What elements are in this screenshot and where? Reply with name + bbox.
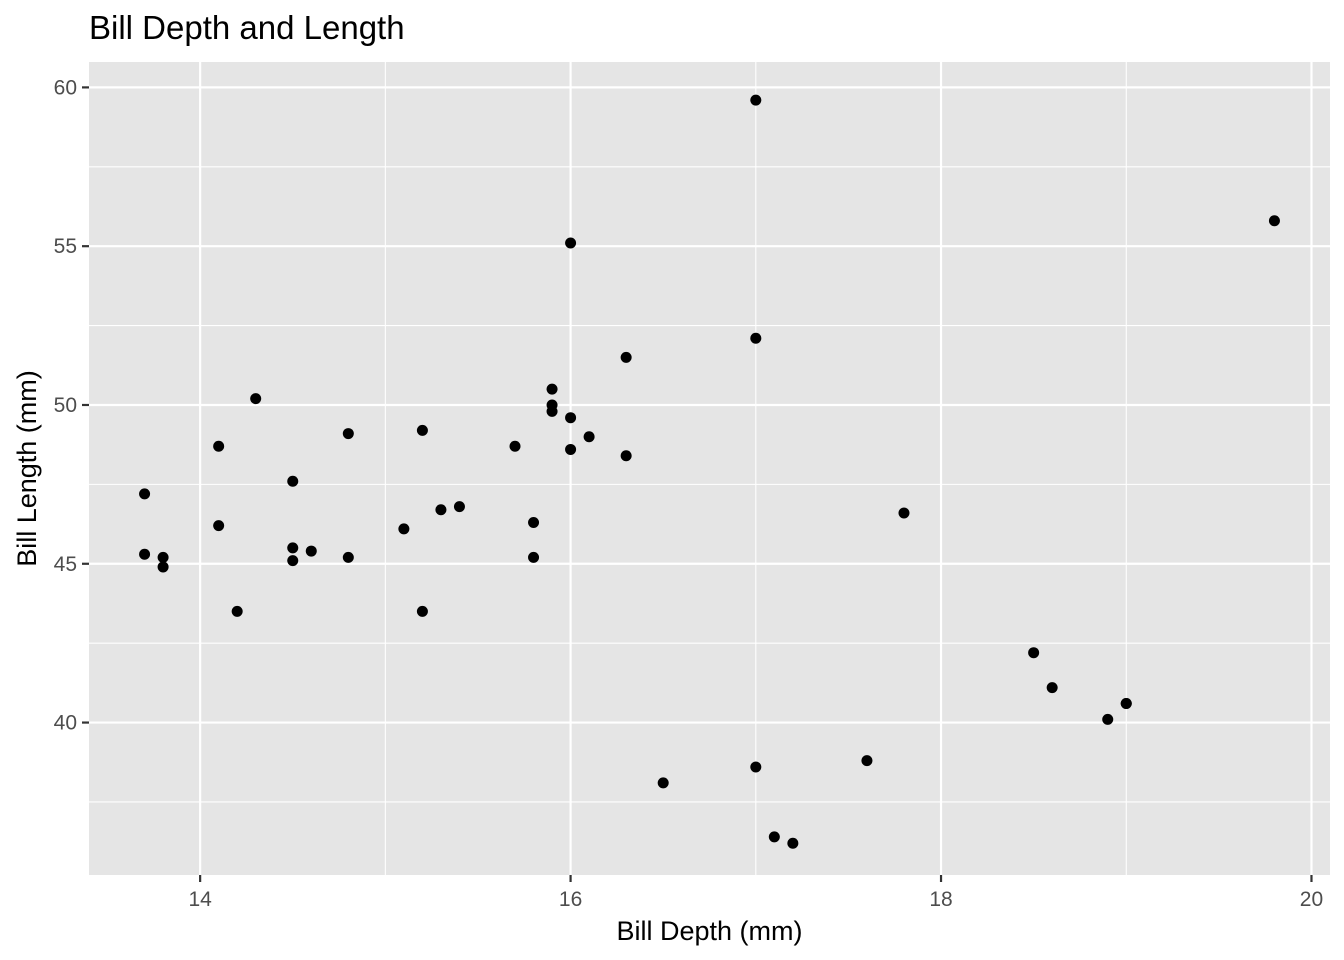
data-point [528, 551, 540, 563]
data-point [620, 450, 632, 462]
data-point [546, 405, 558, 417]
data-point [750, 761, 762, 773]
x-axis-ticks: 14 16 18 20 [188, 875, 1323, 911]
data-point [657, 777, 669, 789]
x-tick-label: 18 [929, 888, 952, 911]
data-point [157, 561, 169, 573]
data-point [1268, 215, 1280, 227]
y-tick-label: 55 [54, 235, 77, 258]
data-point [768, 831, 780, 843]
data-point [1028, 647, 1040, 659]
data-point [287, 475, 299, 487]
data-point [250, 393, 262, 405]
data-point [1046, 682, 1058, 694]
data-point [1102, 713, 1114, 725]
data-point [898, 507, 910, 519]
data-point [528, 516, 540, 528]
y-tick-label: 40 [54, 712, 77, 735]
y-axis-title: Bill Length (mm) [12, 370, 42, 567]
data-point [139, 488, 151, 500]
data-point [620, 351, 632, 363]
data-point [416, 424, 428, 436]
data-point [305, 545, 317, 557]
data-point [583, 431, 595, 443]
data-point [398, 523, 410, 535]
data-point [157, 551, 169, 563]
x-tick-label: 16 [559, 888, 582, 911]
data-point [342, 428, 354, 440]
y-tick-label: 50 [54, 394, 77, 417]
data-point [287, 542, 299, 554]
x-tick-label: 20 [1300, 888, 1323, 911]
y-tick-label: 60 [54, 76, 77, 99]
data-point [287, 555, 299, 567]
data-point [435, 504, 447, 516]
y-tick-label: 45 [54, 553, 77, 576]
data-point [231, 605, 243, 617]
data-point [546, 383, 558, 395]
data-points [139, 94, 1280, 849]
data-point [213, 440, 225, 452]
data-point [750, 94, 762, 106]
data-point [565, 412, 577, 424]
data-point [565, 443, 577, 455]
data-point [1120, 698, 1132, 710]
data-point [750, 332, 762, 344]
chart-title: Bill Depth and Length [89, 9, 405, 46]
x-tick-label: 14 [188, 888, 212, 911]
data-point [861, 755, 873, 767]
data-point [565, 237, 577, 249]
data-point [213, 520, 225, 532]
data-point [342, 551, 354, 563]
data-point [787, 837, 799, 849]
data-point [453, 501, 465, 513]
x-axis-title: Bill Depth (mm) [616, 916, 802, 946]
data-point [509, 440, 521, 452]
data-point [139, 548, 151, 560]
y-axis-ticks: 40 45 50 55 60 [54, 76, 89, 735]
plot-panel [89, 62, 1330, 875]
data-point [416, 605, 428, 617]
